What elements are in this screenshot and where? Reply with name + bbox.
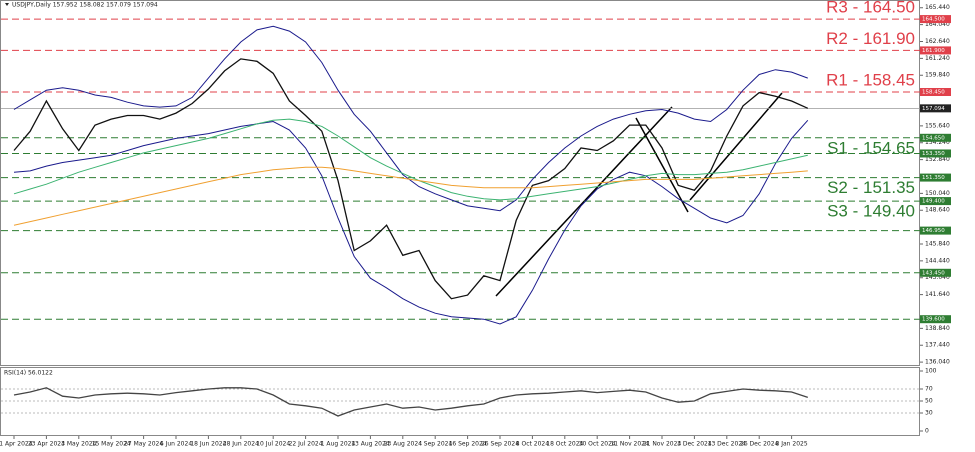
y-tick-label: 0 <box>925 428 929 435</box>
level-label: S1 - 154.65 <box>827 138 915 157</box>
price-tag-label: 154.650 <box>922 135 945 141</box>
price-tag <box>920 226 951 235</box>
level-label: S3 - 149.40 <box>827 202 915 221</box>
series-line <box>13 166 808 226</box>
y-tick-label: 136.040 <box>925 359 950 366</box>
price-panel <box>0 0 920 366</box>
price-tag-label: 158.450 <box>922 90 945 96</box>
price-tag-label: 161.900 <box>922 48 945 54</box>
x-tick-label: 30 Oct 2024 <box>579 441 616 448</box>
y-tick-label: 155.640 <box>925 122 950 129</box>
y-tick-label: 141.640 <box>925 291 950 298</box>
y-tick-label: 144.440 <box>925 257 950 264</box>
y-tick-label: 154.240 <box>925 139 950 146</box>
x-tick-label: 23 Apr 2024 <box>28 441 65 448</box>
x-tick-label: 23 Aug 2024 <box>384 441 423 448</box>
price-tag <box>920 15 951 24</box>
x-tick-label: 15 May 2024 <box>92 441 131 448</box>
price-tag <box>920 149 951 158</box>
price-tag-label: 139.600 <box>922 317 945 323</box>
price-tag <box>920 268 951 277</box>
y-tick-label: 100 <box>925 368 937 375</box>
x-tick-label: 28 Jun 2024 <box>223 441 259 448</box>
y-tick-label: 50 <box>925 398 933 405</box>
y-tick-label: 138.840 <box>925 325 950 332</box>
price-tag-label: 153.350 <box>922 151 945 157</box>
price-tag <box>920 173 951 182</box>
x-tick-label: 3 Dec 2024 <box>677 441 712 448</box>
trend-line <box>689 92 783 201</box>
x-tick-label: 22 Jul 2024 <box>289 441 323 448</box>
price-tag <box>920 104 951 113</box>
y-tick-label: 148.640 <box>925 207 950 214</box>
price-tag <box>920 46 951 55</box>
x-tick-label: 8 Jan 2025 <box>776 441 808 448</box>
x-tick-label: 16 Sep 2024 <box>449 441 487 448</box>
y-tick-label: 143.040 <box>925 274 950 281</box>
x-tick-label: 27 May 2024 <box>124 441 163 448</box>
x-tick-label: 13 Dec 2024 <box>708 441 747 448</box>
x-tick-label: 18 Jun 2024 <box>190 441 226 448</box>
level-label: R2 - 161.90 <box>826 29 915 48</box>
price-tag-label: 146.950 <box>922 228 945 234</box>
price-tag-label: 157.094 <box>922 106 945 112</box>
price-tag <box>920 197 951 206</box>
x-tick-label: 18 Oct 2024 <box>546 441 583 448</box>
y-tick-label: 152.840 <box>925 156 950 163</box>
level-label: S2 - 151.35 <box>827 178 915 197</box>
y-tick-label: 150.040 <box>925 190 950 197</box>
series-line <box>13 118 808 201</box>
level-label: R1 - 158.45 <box>826 70 915 89</box>
y-tick-label: 145.840 <box>925 240 950 247</box>
series-line <box>13 25 808 212</box>
price-tag-label: 164.500 <box>922 17 945 23</box>
x-tick-label: 4 Sep 2024 <box>418 441 452 448</box>
chart-title: USDJPY,Daily 157.952 158.082 157.079 157… <box>12 2 158 9</box>
rsi-title: RSI(14) 56.0122 <box>4 370 53 377</box>
level-label: R3 - 164.50 <box>826 0 915 17</box>
price-tag <box>920 315 951 324</box>
y-tick-label: 159.840 <box>925 72 950 79</box>
x-tick-label: 21 Nov 2024 <box>643 441 682 448</box>
x-tick-label: 3 May 2024 <box>61 441 96 448</box>
y-tick-label: 161.240 <box>925 55 950 62</box>
x-tick-label: 26 Dec 2024 <box>740 441 779 448</box>
price-tag <box>920 88 951 96</box>
price-tag-label: 151.350 <box>922 175 945 181</box>
x-tick-label: 8 Oct 2024 <box>516 441 549 448</box>
x-tick-label: 6 Jun 2024 <box>160 441 192 448</box>
x-tick-label: 1 Aug 2024 <box>321 441 356 448</box>
y-tick-label: 70 <box>925 386 933 393</box>
x-tick-label: 11 Apr 2024 <box>0 441 33 448</box>
price-tag-label: 149.400 <box>922 199 945 205</box>
y-tick-label: 30 <box>925 410 933 417</box>
title-icon <box>5 3 9 6</box>
y-tick-label: 137.440 <box>925 342 950 349</box>
y-tick-label: 165.440 <box>925 4 950 11</box>
y-tick-label: 164.040 <box>925 21 950 28</box>
y-tick-label: 162.640 <box>925 38 950 45</box>
price-tag <box>920 133 951 142</box>
x-tick-label: 10 Jul 2024 <box>256 441 290 448</box>
price-tag-label: 143.450 <box>922 270 945 276</box>
x-tick-label: 26 Sep 2024 <box>481 441 519 448</box>
series-line <box>13 387 809 417</box>
series-line <box>13 119 809 325</box>
trend-line <box>635 117 689 213</box>
x-tick-label: 13 Aug 2024 <box>351 441 390 448</box>
x-tick-label: 11 Nov 2024 <box>610 441 649 448</box>
